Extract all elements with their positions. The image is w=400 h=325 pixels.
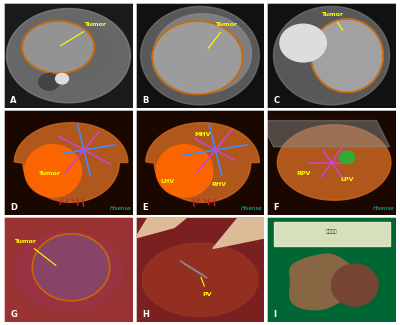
Polygon shape — [136, 217, 264, 322]
Polygon shape — [22, 21, 94, 73]
Polygon shape — [311, 19, 383, 92]
Polygon shape — [332, 264, 378, 306]
Text: B: B — [142, 96, 148, 105]
Text: LPV: LPV — [340, 177, 354, 182]
Circle shape — [39, 73, 60, 90]
Text: G: G — [10, 309, 17, 318]
Polygon shape — [136, 217, 187, 238]
Polygon shape — [23, 19, 114, 82]
Text: Tumor: Tumor — [208, 22, 238, 48]
Text: Hisense: Hisense — [241, 206, 263, 211]
Text: MHV: MHV — [194, 132, 211, 137]
Polygon shape — [274, 6, 390, 105]
Text: E: E — [142, 203, 148, 212]
Polygon shape — [156, 145, 213, 197]
Text: D: D — [10, 203, 18, 212]
Polygon shape — [213, 217, 264, 248]
Circle shape — [280, 24, 326, 62]
Text: PV: PV — [201, 277, 212, 296]
Polygon shape — [142, 243, 258, 317]
Text: Tumor: Tumor — [38, 171, 60, 176]
Circle shape — [56, 73, 68, 84]
Text: H: H — [142, 309, 149, 318]
Text: Tumor: Tumor — [321, 12, 343, 30]
Polygon shape — [14, 232, 123, 311]
Text: I: I — [274, 309, 276, 318]
Text: Hisense: Hisense — [110, 206, 131, 211]
Circle shape — [339, 151, 355, 163]
Polygon shape — [154, 14, 252, 93]
Polygon shape — [14, 123, 128, 202]
Text: LHV: LHV — [161, 179, 175, 185]
Polygon shape — [267, 217, 396, 322]
Text: C: C — [274, 96, 280, 105]
Polygon shape — [6, 8, 130, 103]
Polygon shape — [274, 222, 390, 246]
Polygon shape — [146, 123, 259, 202]
Polygon shape — [25, 145, 81, 197]
Text: RPV: RPV — [296, 171, 310, 176]
Polygon shape — [261, 121, 390, 147]
Polygon shape — [152, 21, 242, 94]
Polygon shape — [141, 6, 259, 105]
Text: RHV: RHV — [212, 182, 227, 187]
Text: 标本标签: 标本标签 — [326, 229, 337, 234]
Text: Tumor: Tumor — [14, 239, 56, 266]
Text: Tumor: Tumor — [60, 22, 106, 46]
Text: Hisense: Hisense — [373, 206, 394, 211]
Polygon shape — [4, 217, 133, 322]
Text: A: A — [10, 96, 17, 105]
Text: F: F — [274, 203, 279, 212]
Polygon shape — [290, 254, 363, 310]
Polygon shape — [277, 125, 391, 200]
Polygon shape — [32, 234, 110, 301]
